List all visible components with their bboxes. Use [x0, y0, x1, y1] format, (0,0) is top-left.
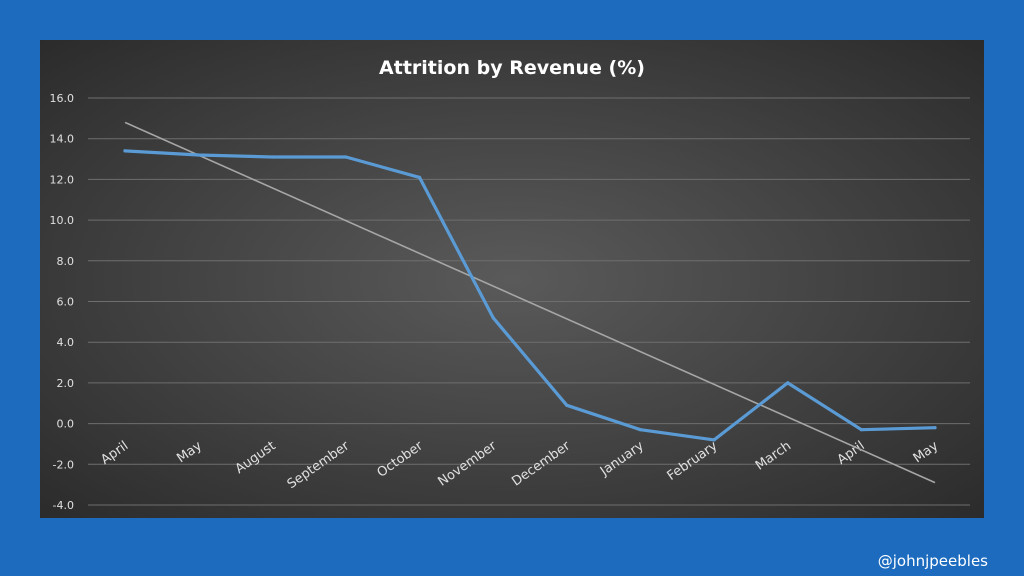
data-point: [786, 381, 790, 385]
data-point: [344, 155, 348, 159]
y-tick-label: 2.0: [57, 377, 75, 390]
data-point: [123, 149, 127, 153]
y-tick-label: 10.0: [50, 214, 75, 227]
x-axis-tick-labels: April May August September October November De…: [98, 438, 941, 492]
x-tick-label: October: [375, 438, 427, 481]
data-point: [491, 316, 495, 320]
x-tick-label: September: [285, 438, 353, 492]
x-tick-label: May: [174, 438, 205, 466]
y-tick-label: 8.0: [57, 255, 75, 268]
y-tick-label: -2.0: [53, 458, 74, 471]
x-tick-label: April: [98, 439, 131, 468]
data-point: [933, 426, 937, 430]
line-chart: Attrition by Revenue (%) 16.0 14.0 12.0 10.…: [50, 57, 970, 512]
x-tick-label: January: [597, 438, 647, 479]
y-tick-label: 0.0: [57, 418, 75, 431]
x-tick-label: February: [665, 438, 721, 484]
data-point: [712, 438, 716, 442]
data-point: [270, 155, 274, 159]
x-tick-label: April: [835, 439, 868, 468]
data-point: [638, 428, 643, 432]
trendline-layer: [124, 121, 936, 484]
y-tick-label: 6.0: [57, 296, 75, 309]
chart-panel: Attrition by Revenue (%) 16.0 14.0 12.0 10.…: [40, 40, 984, 518]
data-point: [565, 403, 569, 407]
x-tick-label: March: [753, 439, 794, 474]
chart-title: Attrition by Revenue (%): [379, 57, 645, 79]
watermark-handle: @johnjpeebles: [877, 552, 988, 570]
y-tick-label: -4.0: [53, 499, 74, 512]
x-tick-label: August: [233, 439, 279, 477]
y-tick-label: 16.0: [50, 92, 75, 105]
data-point: [859, 428, 863, 432]
y-tick-label: 4.0: [57, 336, 75, 349]
data-point: [197, 153, 201, 157]
data-point: [417, 175, 422, 179]
trendline: [124, 121, 936, 484]
series-layer: [123, 149, 937, 442]
series-line: [123, 149, 937, 442]
y-tick-label: 14.0: [50, 133, 75, 146]
y-axis-tick-labels: 16.0 14.0 12.0 10.0 8.0 6.0 4.0 2.0 0.0 -2.0 -4.0: [50, 92, 75, 512]
x-tick-label: May: [911, 438, 942, 466]
y-tick-label: 12.0: [50, 173, 75, 186]
